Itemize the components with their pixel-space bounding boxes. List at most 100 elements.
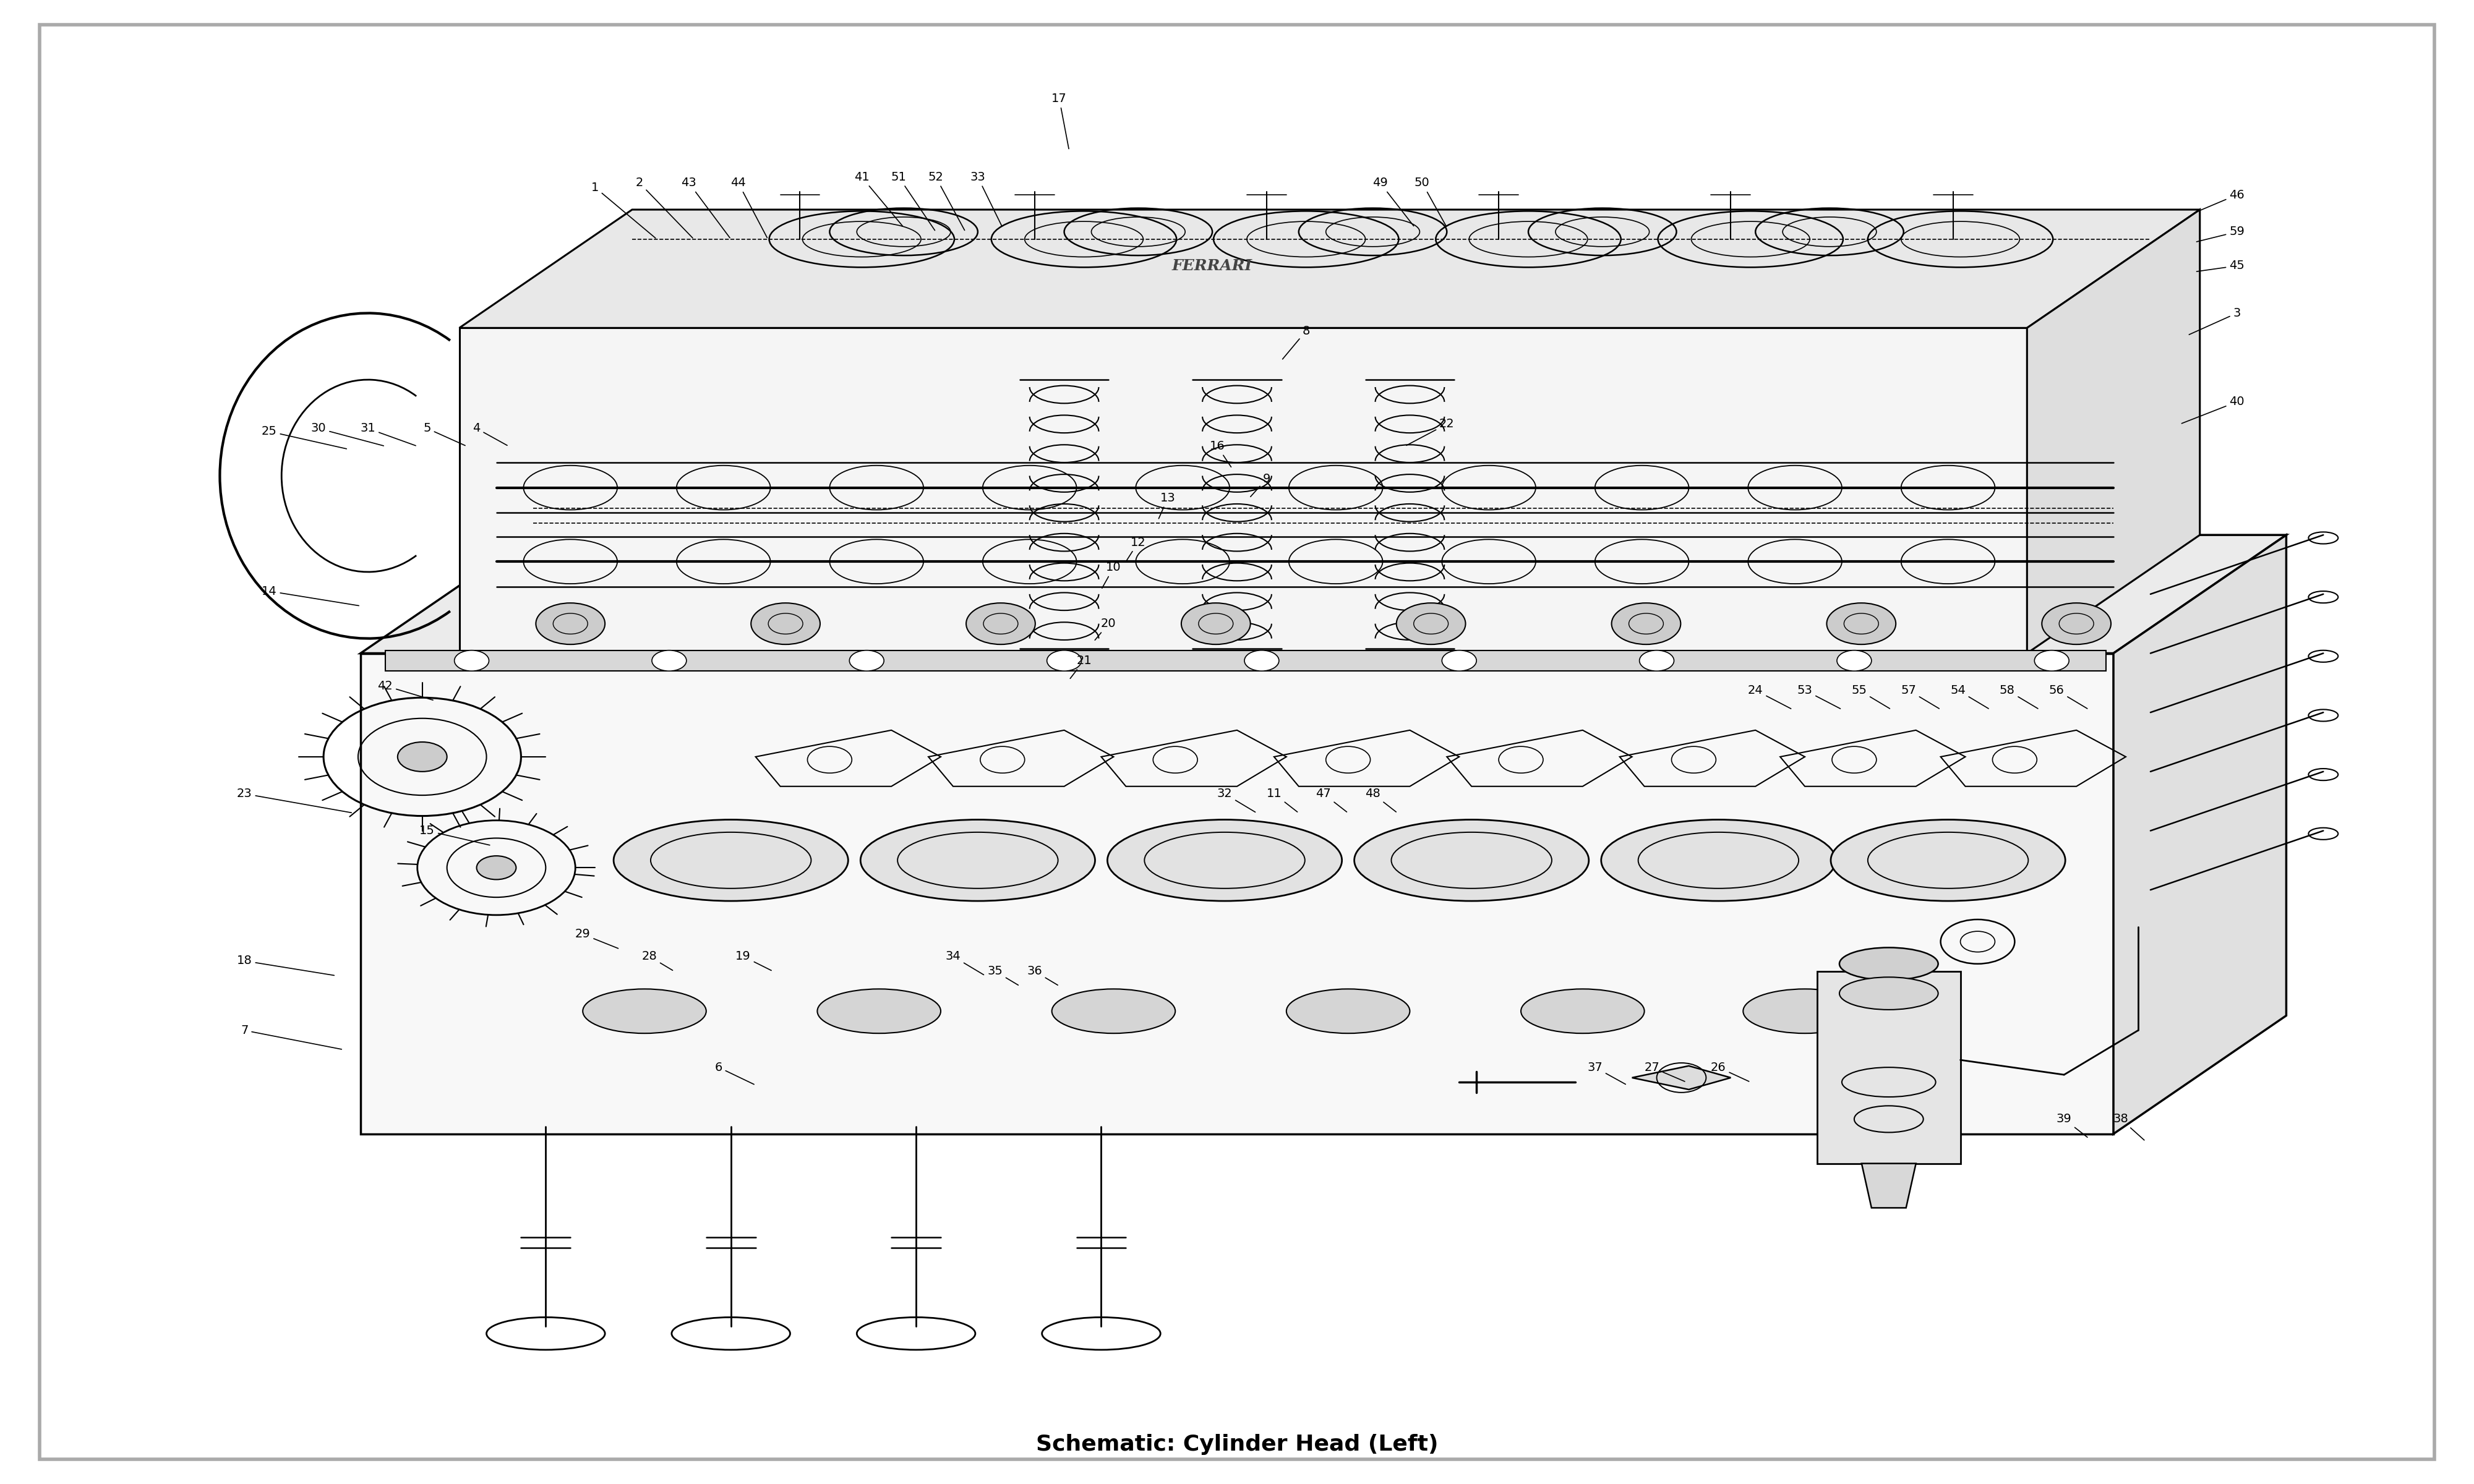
Text: 9: 9 (1249, 473, 1272, 497)
Text: 47: 47 (1316, 788, 1346, 812)
Text: 45: 45 (2197, 260, 2244, 272)
Text: 24: 24 (1747, 684, 1791, 709)
Text: 40: 40 (2182, 396, 2244, 423)
Polygon shape (1860, 1163, 1915, 1208)
Polygon shape (386, 650, 2105, 671)
Text: 21: 21 (1071, 654, 1091, 678)
Circle shape (477, 856, 517, 880)
Text: 5: 5 (423, 423, 465, 445)
Text: 57: 57 (1900, 684, 1940, 708)
Ellipse shape (1108, 819, 1341, 901)
Polygon shape (2026, 209, 2199, 653)
Text: 14: 14 (262, 585, 359, 605)
Text: 31: 31 (361, 423, 416, 445)
Circle shape (1836, 650, 1870, 671)
Text: 23: 23 (238, 788, 351, 813)
Circle shape (1442, 650, 1477, 671)
Circle shape (1640, 650, 1675, 671)
Text: 7: 7 (240, 1024, 341, 1049)
Text: 48: 48 (1366, 788, 1395, 812)
Text: 29: 29 (574, 929, 618, 948)
Text: 18: 18 (238, 956, 334, 975)
Text: 38: 38 (2113, 1113, 2145, 1140)
Text: 11: 11 (1267, 788, 1296, 812)
Circle shape (1395, 603, 1465, 644)
Text: 12: 12 (1126, 537, 1145, 559)
Ellipse shape (1838, 976, 1937, 1009)
Text: 46: 46 (2197, 188, 2244, 212)
Ellipse shape (1353, 819, 1588, 901)
Circle shape (1611, 603, 1680, 644)
Circle shape (1826, 603, 1895, 644)
Text: 22: 22 (1405, 418, 1455, 445)
Text: 37: 37 (1588, 1061, 1625, 1085)
Text: 56: 56 (2048, 684, 2088, 708)
Text: 51: 51 (891, 171, 935, 230)
Circle shape (1047, 650, 1081, 671)
Text: 27: 27 (1645, 1061, 1685, 1082)
Ellipse shape (1522, 988, 1645, 1033)
Text: 16: 16 (1210, 441, 1232, 467)
Text: 19: 19 (735, 951, 772, 971)
Ellipse shape (861, 819, 1096, 901)
Text: 3: 3 (2189, 307, 2241, 334)
Text: 54: 54 (1950, 684, 1989, 708)
Text: 2: 2 (636, 177, 693, 237)
Circle shape (455, 650, 490, 671)
Text: 49: 49 (1373, 177, 1413, 226)
Polygon shape (460, 328, 2026, 653)
Text: Schematic: Cylinder Head (Left): Schematic: Cylinder Head (Left) (1037, 1434, 1437, 1454)
Text: 17: 17 (1051, 93, 1069, 148)
Text: 28: 28 (641, 951, 673, 971)
Ellipse shape (816, 988, 940, 1033)
Ellipse shape (1831, 819, 2066, 901)
Circle shape (651, 650, 685, 671)
Polygon shape (1633, 1066, 1732, 1089)
Polygon shape (2113, 534, 2286, 1134)
Text: 34: 34 (945, 951, 985, 975)
Text: 6: 6 (715, 1061, 755, 1085)
Text: FERRARI: FERRARI (1173, 258, 1252, 273)
Text: 43: 43 (680, 177, 730, 237)
Text: 42: 42 (379, 680, 433, 700)
Text: 50: 50 (1415, 177, 1445, 226)
Text: 53: 53 (1796, 684, 1841, 709)
Circle shape (398, 742, 448, 772)
Text: 20: 20 (1096, 617, 1116, 640)
Text: 55: 55 (1851, 684, 1890, 708)
Circle shape (1180, 603, 1249, 644)
Text: 58: 58 (1999, 684, 2039, 708)
Text: 15: 15 (421, 825, 490, 844)
Text: 1: 1 (591, 181, 656, 237)
Text: 35: 35 (987, 966, 1019, 985)
Ellipse shape (584, 988, 705, 1033)
Text: 41: 41 (854, 171, 903, 226)
Bar (1818, 971, 1959, 1163)
Text: 10: 10 (1101, 561, 1121, 588)
Text: 39: 39 (2056, 1113, 2088, 1137)
Text: 4: 4 (473, 423, 507, 445)
Text: 32: 32 (1217, 788, 1254, 812)
Text: 59: 59 (2197, 226, 2244, 242)
Text: 26: 26 (1710, 1061, 1749, 1082)
Ellipse shape (614, 819, 849, 901)
Circle shape (537, 603, 606, 644)
Text: 30: 30 (312, 423, 383, 445)
Ellipse shape (1286, 988, 1410, 1033)
Circle shape (967, 603, 1034, 644)
Circle shape (1244, 650, 1279, 671)
Text: 44: 44 (730, 177, 767, 237)
Text: 8: 8 (1282, 325, 1309, 359)
Ellipse shape (1744, 988, 1865, 1033)
Polygon shape (361, 534, 2286, 653)
Circle shape (849, 650, 883, 671)
Circle shape (752, 603, 819, 644)
Polygon shape (460, 209, 2199, 328)
Polygon shape (361, 653, 2113, 1134)
Text: 33: 33 (970, 171, 1002, 226)
Ellipse shape (1601, 819, 1836, 901)
Text: 52: 52 (928, 171, 965, 230)
Text: 36: 36 (1027, 966, 1059, 985)
Text: 25: 25 (262, 426, 346, 448)
Circle shape (2041, 603, 2110, 644)
